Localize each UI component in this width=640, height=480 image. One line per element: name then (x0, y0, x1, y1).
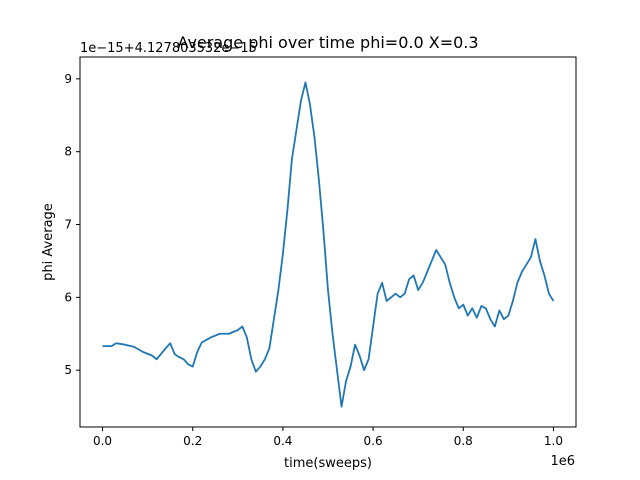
x-tick-label: 0.4 (273, 434, 292, 448)
series-line-0 (102, 81, 555, 408)
x-tick-label: 0.6 (364, 434, 383, 448)
x-tick-label: 1.0 (544, 434, 563, 448)
plot-area: 0.0 0.2 0.4 0.6 0.8 1.0 5 6 7 8 9 (64, 72, 563, 448)
y-tick-label: 7 (64, 218, 72, 232)
y-offset-label: 1e−15+4.127803532e−15 (80, 41, 257, 56)
chart-title: Average phi over time phi=0.0 X=0.3 (177, 33, 478, 52)
x-tick-label: 0.2 (183, 434, 202, 448)
y-axis-label: phi Average (41, 203, 56, 281)
x-offset-label: 1e6 (550, 454, 575, 469)
x-tick-label: 0.8 (454, 434, 473, 448)
y-tick-label: 6 (64, 290, 72, 304)
y-tick-label: 5 (64, 363, 72, 377)
y-tick-label: 9 (64, 72, 72, 86)
x-tick-label: 0.0 (93, 434, 112, 448)
axes-frame (79, 56, 577, 428)
y-tick-label: 8 (64, 145, 72, 159)
x-axis-label: time(sweeps) (284, 456, 372, 471)
